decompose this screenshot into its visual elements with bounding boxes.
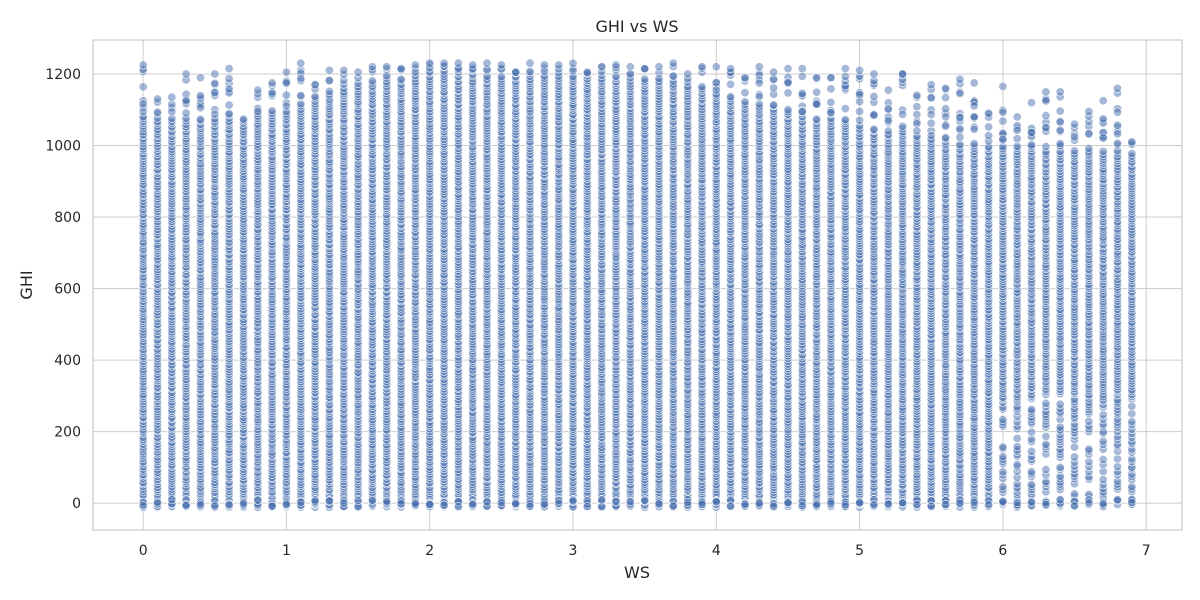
data-point [339,498,349,508]
data-point [196,500,206,510]
data-point [196,114,206,124]
data-point [138,60,148,70]
data-point [210,78,220,88]
data-point [382,62,392,72]
data-point [482,58,492,68]
data-point [167,92,177,102]
data-point [439,500,449,510]
data-point [367,62,377,72]
data-point [239,114,249,124]
data-point [253,495,263,505]
data-point [482,497,492,507]
data-point [296,58,306,68]
data-point [496,72,506,82]
data-point [281,101,291,111]
data-point [253,85,263,95]
data-point [410,498,420,508]
data-point [396,74,406,84]
data-point [310,92,320,102]
data-point [281,67,291,77]
data-point [267,501,277,511]
data-point [525,501,535,511]
data-point [153,94,163,104]
data-point [296,497,306,507]
data-point [138,99,148,109]
data-point [224,500,234,510]
data-point [224,74,234,84]
data-point [239,499,249,509]
data-point [382,496,392,506]
data-point [353,67,363,77]
data-point [324,86,334,96]
data-point [153,497,163,507]
data-point [439,58,449,68]
data-point [511,67,521,77]
data-point [453,58,463,68]
data-point [468,500,478,510]
data-point [153,108,163,118]
data-point [525,58,535,68]
data-point [210,109,220,119]
data-point [267,106,277,116]
data-point [138,107,148,117]
data-point [353,496,363,506]
data-point [196,103,206,113]
data-point [410,60,420,70]
data-point [196,91,206,101]
data-point [138,82,148,92]
data-point [167,495,177,505]
data-point [425,499,435,509]
data-point [224,84,234,94]
data-point [468,60,478,70]
data-point [310,496,320,506]
data-point [296,74,306,84]
data-point [281,90,291,100]
data-point [496,498,506,508]
data-point [339,65,349,75]
data-point [496,60,506,70]
data-point [267,78,277,88]
data-point [224,64,234,74]
data-point [425,58,435,68]
data-point [253,106,263,116]
data-point [181,108,191,118]
data-point [281,78,291,88]
data-point [324,65,334,75]
data-point [224,109,234,119]
data-point [167,107,177,117]
data-point [367,76,377,86]
data-point [525,66,535,76]
data-point [181,69,191,79]
data-point [310,80,320,90]
data-point [367,495,377,505]
data-point [210,501,220,511]
data-point [196,73,206,83]
data-point [267,88,277,98]
data-point [281,499,291,509]
data-point [296,91,306,101]
data-points [138,58,1137,512]
data-point [396,499,406,509]
data-point [382,71,392,81]
data-point [181,96,191,106]
data-point [396,64,406,74]
data-point [511,499,521,509]
data-point [210,69,220,79]
data-point [210,88,220,98]
data-point [324,496,334,506]
data-point [181,501,191,511]
data-point [324,76,334,86]
data-point [453,501,463,511]
data-point [138,501,148,511]
data-point [224,100,234,110]
